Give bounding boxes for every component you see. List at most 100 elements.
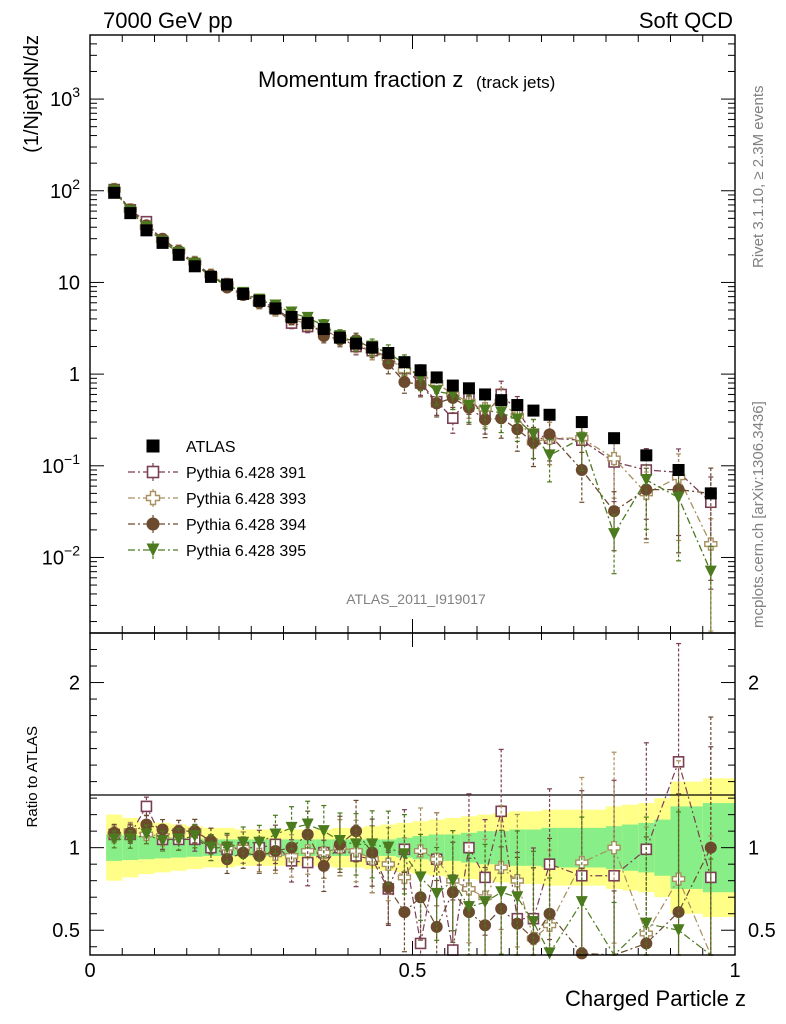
series-pythia-6-428-393-point	[607, 451, 621, 466]
ratio-pythia-6-428-394-point	[382, 881, 395, 894]
series-atlas-point	[382, 346, 395, 359]
ratio-y-tick-label: 2	[69, 673, 80, 695]
ratio-pythia-6-428-395-point	[414, 871, 427, 884]
series-atlas-point	[237, 287, 250, 300]
series-pythia-6-428-395-point	[543, 449, 556, 462]
mcplots-label: mcplots.cern.ch [arXiv:1306.3436]	[750, 401, 767, 628]
legend-marker	[146, 517, 160, 531]
chart-subtitle: (track jets)	[476, 73, 555, 92]
main-series	[107, 182, 718, 634]
series-pythia-6-428-393	[107, 182, 718, 632]
legend-label: Pythia 6.428 394	[186, 517, 306, 534]
y-tick-label-exponent: 3	[72, 84, 80, 100]
ratio-pythia-6-428-394-point	[317, 859, 330, 872]
series-atlas-point	[608, 432, 621, 445]
series-atlas-point	[204, 270, 217, 283]
legend-label: ATLAS	[186, 439, 236, 456]
series-pythia-6-428-394-line	[113, 188, 711, 513]
ratio-panel: 2 21 10.5 0.50 0.5 1 Ratio to ATLAS Charged P…	[24, 632, 776, 1011]
ratio-pythia-6-428-391-point	[479, 871, 491, 884]
ratio-pythia-6-428-395-point	[301, 818, 314, 831]
ratio-pythia-6-428-391-point	[608, 869, 620, 882]
series-atlas-point	[285, 310, 298, 323]
x-tick-label: 0.5	[399, 960, 427, 982]
ratio-pythia-6-428-395-point	[543, 947, 556, 960]
ratio-pythia-6-428-395-point	[366, 838, 379, 851]
ratio-pythia-6-428-395-point	[156, 835, 169, 848]
ratio-pythia-6-428-394-point	[301, 828, 314, 841]
ratio-pythia-6-428-395-point	[285, 821, 298, 834]
series-pythia-6-428-395-point	[608, 528, 621, 541]
series-atlas-point	[156, 236, 169, 249]
ratio-pythia-6-428-395-point	[511, 891, 524, 904]
legend: ATLAS Pythia 6.428 391 Pythia 6.428 393 Pyt…	[128, 439, 306, 560]
ratio-pythia-6-428-395-point	[108, 833, 121, 846]
ratio-pythia-6-428-395-point	[333, 835, 346, 848]
ratio-pythia-6-428-395-point	[446, 874, 459, 887]
ratio-pythia-6-428-394-point	[156, 823, 169, 836]
ratio-pythia-6-428-391-point	[140, 800, 153, 813]
series-atlas-point	[350, 337, 363, 350]
ratio-pythia-6-428-395-point	[575, 896, 588, 909]
series-pythia-6-428-394-point	[511, 423, 524, 436]
ratio-pythia-6-428-395-point	[430, 887, 443, 900]
ratio-pythia-6-428-395-point	[350, 838, 363, 851]
series-atlas-point	[479, 388, 492, 401]
series-pythia-6-428-395-point	[495, 406, 508, 419]
series-pythia-6-428-395	[108, 184, 717, 634]
series-atlas-point	[446, 379, 459, 392]
x-tick-label: 1	[729, 960, 740, 982]
y-tick-label: 10	[58, 272, 80, 294]
series-atlas	[108, 186, 717, 500]
series-pythia-6-428-391-point	[447, 412, 459, 425]
ratio-band-stat	[654, 819, 671, 876]
ratio-pythia-6-428-395-point	[527, 915, 540, 928]
ratio-pythia-6-428-395-point	[398, 848, 411, 861]
ratio-pythia-6-428-394-point	[140, 818, 153, 831]
ratio-pythia-6-428-395-point	[382, 841, 395, 854]
y-tick-label: 1	[69, 364, 80, 386]
series-atlas-point	[414, 364, 427, 377]
series-atlas-point	[253, 294, 266, 307]
series-atlas-point	[124, 207, 137, 220]
series-pythia-6-428-395-point	[704, 565, 717, 578]
ratio-y-tick-label: 0.5	[52, 920, 80, 942]
y-tick-label-base: 10	[42, 547, 64, 569]
ratio-pythia-6-428-395-point	[237, 836, 250, 849]
series-atlas-point	[398, 356, 411, 369]
series-atlas-point	[527, 404, 540, 417]
ratio-pythia-6-428-393-point	[381, 857, 396, 871]
series-atlas-point	[495, 394, 508, 407]
series-pythia-6-428-394-point	[398, 376, 411, 389]
series-atlas-point	[511, 399, 524, 412]
legend-marker	[146, 465, 160, 479]
series-pythia-6-428-394-point	[608, 505, 621, 518]
y-tick-label-exponent: −1	[64, 451, 80, 467]
ratio-y-axis-label: Ratio to ATLAS	[24, 726, 41, 827]
legend-marker	[146, 439, 160, 453]
ratio-pythia-6-428-393-point	[510, 873, 525, 888]
ratio-pythia-6-428-391-point	[447, 944, 459, 956]
series-pythia-6-428-394-point	[543, 428, 556, 441]
ratio-pythia-6-428-395-point	[124, 833, 137, 846]
series-atlas-point	[317, 323, 330, 336]
ratio-pythia-6-428-391	[108, 642, 717, 956]
rivet-label: Rivet 3.1.10, ≥ 2.3M events	[750, 86, 767, 269]
y-tick-label: 103	[50, 84, 80, 111]
series-atlas-point	[301, 317, 314, 330]
ratio-pythia-6-428-394-point	[495, 902, 508, 915]
ratio-pythia-6-428-395-point	[221, 841, 234, 854]
series-atlas-point	[269, 302, 282, 315]
ratio-pythia-6-428-395-point	[204, 841, 217, 854]
header-right: Soft QCD	[639, 8, 733, 33]
legend-label: Pythia 6.428 395	[186, 543, 306, 560]
y-tick-label-base: 10	[42, 456, 64, 478]
ratio-pythia-6-428-394-point	[430, 920, 443, 933]
series-atlas-point	[640, 449, 653, 462]
series-pythia-6-428-395-point	[575, 432, 588, 445]
analysis-tag: ATLAS_2011_I919017	[346, 591, 486, 607]
ratio-pythia-6-428-395-point	[672, 924, 685, 937]
ratio-pythia-6-428-395-point	[479, 896, 492, 909]
